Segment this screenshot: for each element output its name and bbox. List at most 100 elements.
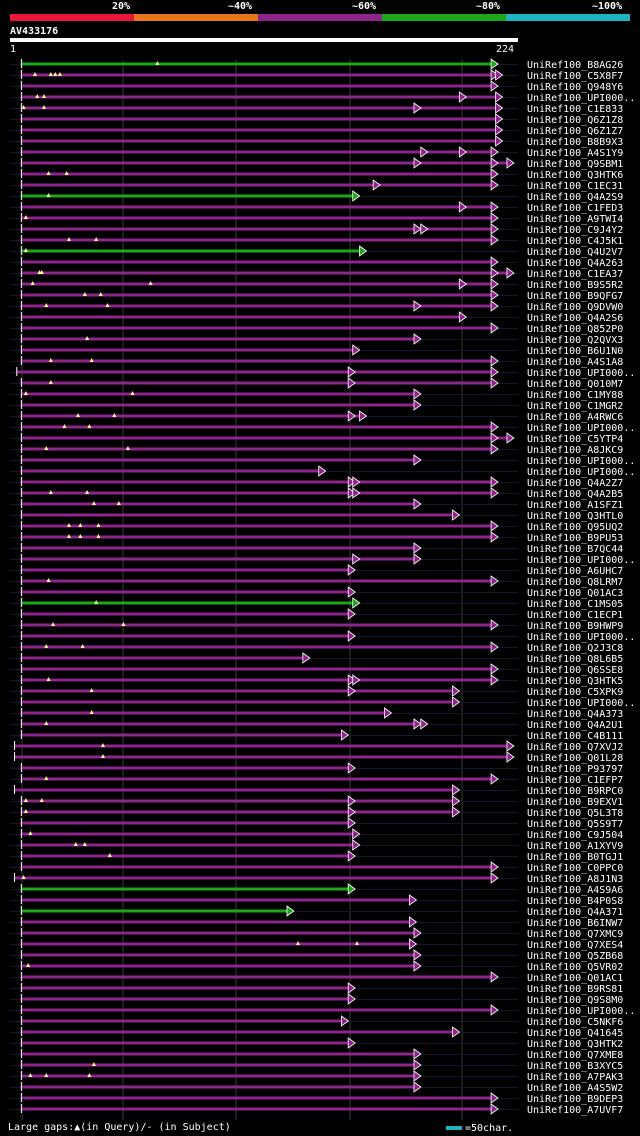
hit-label: UniRef100_Q01AC3 — [527, 588, 623, 599]
hit-label: UniRef100_Q852P0 — [527, 324, 623, 335]
hit-arrow — [413, 399, 422, 411]
hit-label: UniRef100_B9RS81 — [527, 984, 623, 995]
gap-marker — [46, 193, 51, 197]
hit-label: UniRef100_A7UVF7 — [527, 1105, 623, 1116]
hit-label: UniRef100_UPI000.. — [527, 555, 635, 566]
hit-arrow — [302, 652, 311, 664]
gap-marker — [94, 237, 99, 241]
hit-label: UniRef100_Q4U2V7 — [527, 247, 623, 258]
hit-arrow — [413, 949, 422, 961]
hit-arrow — [490, 421, 499, 433]
hit-label: UniRef100_A1XYV9 — [527, 841, 623, 852]
hit-arrow — [413, 102, 422, 114]
hit-arrow — [413, 927, 422, 939]
hit-label: UniRef100_Q9DVW0 — [527, 302, 623, 313]
hit-arrow — [506, 740, 515, 752]
hit-label: UniRef100_Q3HTL0 — [527, 511, 623, 522]
hit-label: UniRef100_Q7XME8 — [527, 1050, 623, 1061]
hit-arrow — [490, 58, 499, 70]
hit-arrow — [458, 201, 467, 213]
gap-marker — [21, 105, 26, 109]
hit-arrow — [490, 432, 499, 444]
hit-arrow — [490, 773, 499, 785]
hit-arrow — [413, 223, 422, 235]
gap-marker — [125, 446, 130, 450]
gap-marker — [44, 721, 49, 725]
hit-label: UniRef100_A1SFZ1 — [527, 500, 623, 511]
gap-marker — [100, 743, 105, 747]
hit-label: UniRef100_B9PU53 — [527, 533, 623, 544]
gap-marker — [62, 424, 67, 428]
hit-label: UniRef100_A6UHC7 — [527, 566, 623, 577]
hit-arrow — [352, 553, 361, 565]
hit-arrow — [490, 619, 499, 631]
hit-arrow — [490, 366, 499, 378]
hit-label: UniRef100_A4S1A8 — [527, 357, 623, 368]
hit-label: UniRef100_C1MGR2 — [527, 401, 623, 412]
hit-arrow — [420, 146, 429, 158]
hit-arrow — [490, 663, 499, 675]
hit-label: UniRef100_UPI000.. — [527, 423, 635, 434]
hit-arrow — [347, 1037, 356, 1049]
gap-marker — [85, 336, 90, 340]
hit-label: UniRef100_C9J4Y2 — [527, 225, 623, 236]
gap-marker — [26, 963, 31, 967]
hit-arrow — [452, 1026, 461, 1038]
hit-label: UniRef100_Q01AC1 — [527, 973, 623, 984]
hit-label: UniRef100_C1EC31 — [527, 181, 623, 192]
query-end-label: 224 — [496, 44, 515, 55]
hit-label: UniRef100_Q2QVX3 — [527, 335, 623, 346]
hit-arrow — [490, 531, 499, 543]
gap-marker — [23, 798, 28, 802]
gap-marker — [66, 534, 71, 538]
hit-label: UniRef100_Q5VR02 — [527, 962, 623, 973]
hit-label: UniRef100_B9EXV1 — [527, 797, 623, 808]
legend-label-20: 20% — [112, 1, 131, 12]
hit-label: UniRef100_Q8L6B5 — [527, 654, 623, 665]
hit-arrow — [490, 487, 499, 499]
hit-arrow — [490, 69, 499, 81]
hit-arrow — [495, 91, 504, 103]
hit-arrow — [490, 520, 499, 532]
hit-label: UniRef100_B6INW7 — [527, 918, 623, 929]
hit-arrow — [413, 333, 422, 345]
hit-arrow — [352, 190, 361, 202]
hit-arrow — [318, 465, 327, 477]
gap-marker — [98, 292, 103, 296]
hit-label: UniRef100_Q2J3C8 — [527, 643, 623, 654]
hit-arrow — [490, 256, 499, 268]
hit-arrow — [352, 344, 361, 356]
gap-marker — [66, 237, 71, 241]
hit-arrow — [490, 377, 499, 389]
hit-arrow — [490, 146, 499, 158]
hit-label: UniRef100_A4S1Y9 — [527, 148, 623, 159]
hit-arrow — [490, 278, 499, 290]
gap-marker — [23, 809, 28, 813]
hit-arrow — [384, 707, 393, 719]
gap-marker — [57, 72, 62, 76]
hit-label: UniRef100_Q95UQ2 — [527, 522, 623, 533]
hit-arrow — [347, 685, 356, 697]
gap-marker — [48, 380, 53, 384]
hit-label: UniRef100_Q010M7 — [527, 379, 623, 390]
hit-label: UniRef100_A4RWC6 — [527, 412, 623, 423]
gap-marker — [112, 413, 117, 417]
gap-marker — [73, 842, 78, 846]
hit-arrow — [452, 806, 461, 818]
hit-arrow — [347, 883, 356, 895]
hit-arrow — [506, 267, 515, 279]
hit-label: UniRef100_C5NKF6 — [527, 1017, 623, 1028]
hit-arrow — [490, 157, 499, 169]
hit-arrow — [347, 608, 356, 620]
hit-arrow — [347, 476, 356, 488]
hit-arrow — [506, 157, 515, 169]
hit-label: UniRef100_B9DEP3 — [527, 1094, 623, 1105]
hit-arrow — [347, 817, 356, 829]
hit-arrow — [490, 971, 499, 983]
hit-arrow — [352, 597, 361, 609]
hit-arrow — [452, 696, 461, 708]
hit-arrow — [347, 850, 356, 862]
hit-label: UniRef100_Q01L28 — [527, 753, 623, 764]
hit-arrow — [490, 289, 499, 301]
gap-marker — [44, 303, 49, 307]
